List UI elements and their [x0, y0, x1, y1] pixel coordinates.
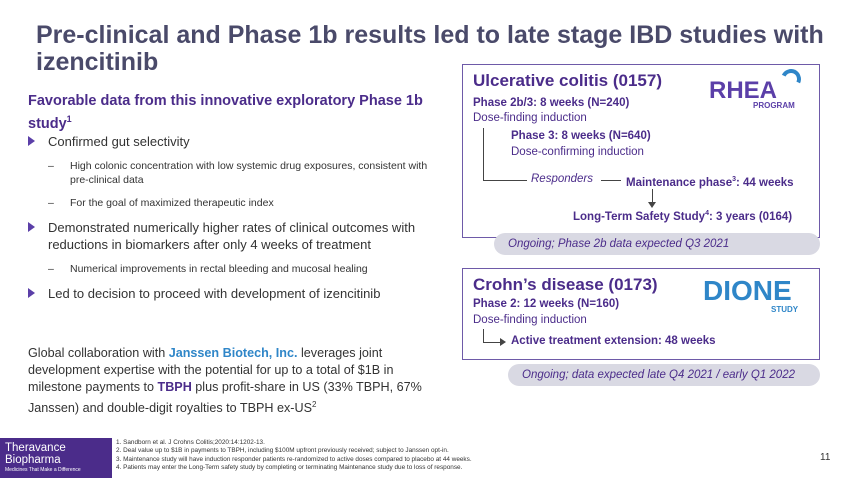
tbph-name: TBPH: [157, 380, 192, 394]
uc-dose-finding: Dose-finding induction: [473, 112, 587, 124]
brand-line-1: Theravance: [5, 442, 66, 454]
collab-sup: 2: [311, 400, 317, 409]
footnote-3: 3. Maintenance study will have induction…: [116, 455, 472, 463]
ltss: Long-Term Safety Study4: 3 years (0164): [573, 210, 792, 223]
footnote-4: 4. Patients may enter the Long-Term safe…: [116, 464, 463, 472]
bullet-2: Demonstrated numerically higher rates of…: [28, 219, 448, 253]
janssen-name: Janssen Biotech, Inc.: [168, 346, 298, 360]
moon-icon: [778, 66, 804, 92]
uc-phase3: Phase 3: 8 weeks (N=640): [511, 130, 651, 142]
slide-title: Pre-clinical and Phase 1b results led to…: [36, 21, 824, 76]
uc-study-box: Ulcerative colitis (0157) Phase 2b/3: 8 …: [462, 64, 820, 238]
bullet-triangle-icon: [28, 288, 35, 298]
ltss-sup: 4: [705, 210, 709, 217]
uc-status-pill: Ongoing; Phase 2b data expected Q3 2021: [494, 233, 820, 255]
connector-line: [652, 189, 653, 203]
bullet-3-text: Led to decision to proceed with developm…: [48, 286, 381, 301]
cd-title: Crohn’s disease (0173): [473, 275, 658, 294]
uc-phase2b: Phase 2b/3: 8 weeks (N=240): [473, 97, 630, 109]
rhea-logo: RHEA: [709, 77, 778, 104]
maintenance-text: Maintenance phase: [626, 176, 733, 189]
collaboration-paragraph: Global collaboration with Janssen Biotec…: [28, 345, 443, 417]
uc-dose-confirming: Dose-confirming induction: [511, 146, 644, 158]
subhead-text: Favorable data from this innovative expl…: [28, 93, 423, 132]
sub-bullet-1b-text: For the goal of maximized therapeutic in…: [70, 197, 274, 209]
ltss-tail: : 3 years (0164): [708, 210, 793, 223]
dash: –: [48, 197, 54, 209]
arrow-down-icon: [648, 202, 656, 208]
cd-status-pill: Ongoing; data expected late Q4 2021 / ea…: [508, 364, 820, 386]
sub-bullet-1b: – For the goal of maximized therapeutic i…: [28, 196, 448, 210]
bullet-triangle-icon: [28, 222, 35, 232]
ltss-text: Long-Term Safety Study: [573, 210, 706, 223]
rhea-logo-sub: PROGRAM: [753, 101, 795, 110]
brand-tagline: Medicines That Make a Difference: [5, 467, 81, 473]
footnote-1: 1. Sandborn et al. J Crohns Colitis;2020…: [116, 439, 265, 446]
brand-line-2: Biopharma: [5, 454, 61, 466]
sub-bullet-1a: – High colonic concentration with low sys…: [28, 159, 448, 187]
bullet-1-text: Confirmed gut selectivity: [48, 134, 190, 149]
collab-text: Global collaboration with: [28, 346, 169, 360]
uc-title: Ulcerative colitis (0157): [473, 71, 662, 90]
sub-bullet-1a-text: High colonic concentration with low syst…: [70, 160, 428, 186]
cd-extension: Active treatment extension: 48 weeks: [511, 335, 716, 347]
sub-bullet-2a: – Numerical improvements in rectal bleedi…: [28, 262, 448, 276]
connector-line: [483, 329, 484, 342]
footnote-2: 2. Deal value up to $1B in payments to T…: [116, 447, 449, 455]
dione-logo: DIONE: [703, 275, 792, 306]
bullet-triangle-icon: [28, 136, 35, 146]
footnotes: 1. Sandborn et al. J Crohns Colitis;2020…: [116, 439, 776, 473]
cd-dose-finding: Dose-finding induction: [473, 314, 587, 326]
left-subhead: Favorable data from this innovative expl…: [28, 92, 438, 133]
connector-line: [601, 180, 621, 181]
maintenance-sup: 3: [732, 176, 736, 183]
dione-logo-sub: STUDY: [771, 305, 799, 314]
maintenance-phase: Maintenance phase3: 44 weeks: [626, 176, 794, 189]
maintenance-tail: : 44 weeks: [736, 176, 794, 189]
bullet-1: Confirmed gut selectivity: [28, 133, 448, 150]
cd-phase2: Phase 2: 12 weeks (N=160): [473, 298, 620, 310]
subhead-sup: 1: [66, 114, 72, 124]
theravance-logo: Theravance Biopharma Medicines That Make…: [0, 438, 112, 478]
collab-text: plus profit-share in US (33% TBPH, 67% J…: [28, 380, 422, 416]
connector-line: [483, 180, 527, 181]
dash: –: [48, 263, 54, 275]
cd-study-box: Crohn’s disease (0173) Phase 2: 12 weeks…: [462, 268, 820, 360]
page-number: 11: [820, 452, 831, 463]
connector-line: [483, 342, 501, 343]
bullet-3: Led to decision to proceed with developm…: [28, 285, 448, 302]
sub-bullet-2a-text: Numerical improvements in rectal bleedin…: [70, 263, 368, 275]
collab-text: leverages joint development expertise wi…: [28, 346, 394, 394]
arrow-right-icon: [500, 338, 506, 346]
bullet-2-text: Demonstrated numerically higher rates of…: [48, 220, 416, 252]
responders-label: Responders: [531, 173, 594, 185]
dash: –: [48, 160, 54, 172]
bullet-list: Confirmed gut selectivity – High colonic …: [28, 133, 448, 311]
connector-line: [483, 128, 484, 181]
